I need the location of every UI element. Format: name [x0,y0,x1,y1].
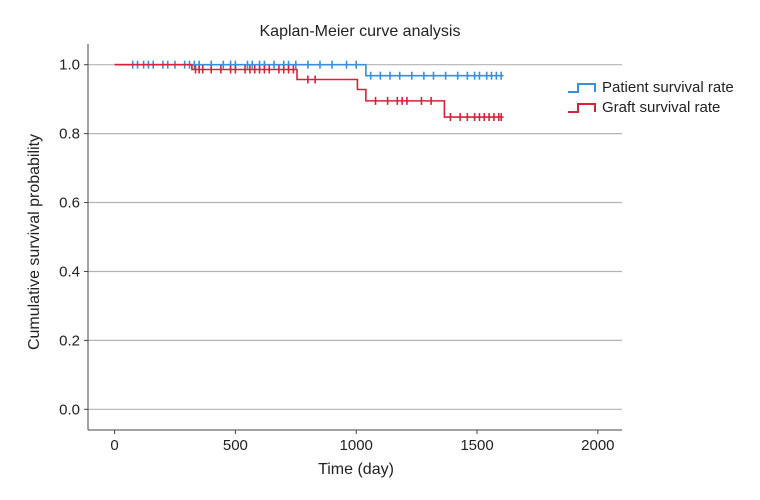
gridlines [88,64,622,410]
legend-label-patient: Patient survival rate [602,79,734,96]
survival-curves [114,60,504,122]
y-axis-label: Cumulative survival probability [26,134,43,350]
x-tick-label: 0 [110,437,118,454]
x-tick-label: 2000 [581,437,614,454]
x-axis-label: Time (day) [318,461,394,478]
y-tick-label: 0.6 [59,195,80,212]
y-tick-label: 0.8 [59,126,80,143]
graft-survival-line [114,63,504,118]
y-axis-ticks: 0.0 0.2 0.4 0.6 0.8 1.0 [59,57,88,418]
x-axis-ticks: 0 500 1000 1500 2000 [110,430,615,454]
patient-survival-line [114,63,504,77]
y-tick-label: 0.2 [59,332,80,349]
y-tick-label: 0.4 [59,263,80,280]
x-tick-label: 1500 [460,437,493,454]
x-tick-label: 500 [223,437,248,454]
legend: Patient survival rate Graft survival rat… [568,79,734,116]
y-tick-label: 1.0 [59,57,80,74]
y-tick-label: 0.0 [59,401,80,418]
x-tick-label: 1000 [340,437,373,454]
legend-marker-graft [568,103,596,113]
legend-marker-patient [568,83,596,93]
legend-label-graft: Graft survival rate [602,99,720,116]
chart-title: Kaplan-Meier curve analysis [260,23,461,40]
